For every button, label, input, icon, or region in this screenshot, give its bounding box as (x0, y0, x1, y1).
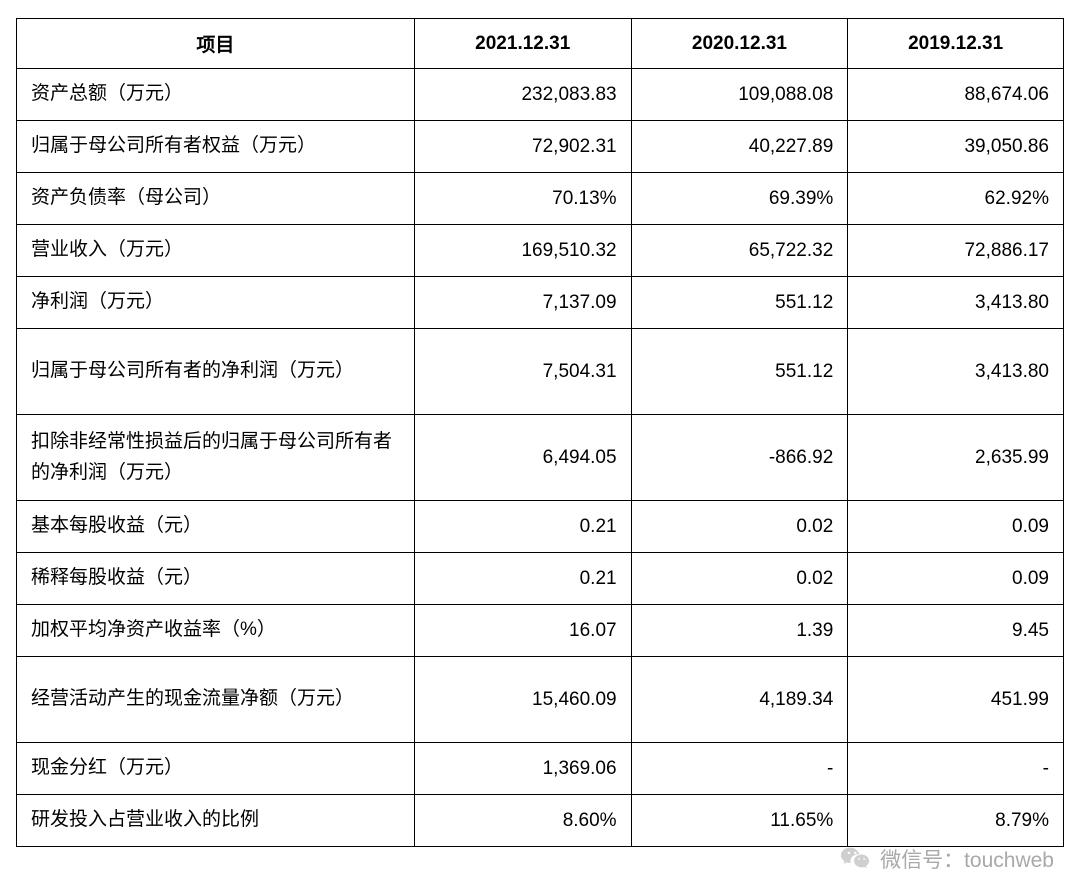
table-row: 加权平均净资产收益率（%）16.071.399.45 (17, 605, 1064, 657)
col-header-2021: 2021.12.31 (414, 19, 631, 69)
row-value: 0.09 (848, 553, 1064, 605)
row-value: 0.09 (848, 501, 1064, 553)
row-value: 232,083.83 (414, 69, 631, 121)
row-value: 0.21 (414, 553, 631, 605)
row-value: 3,413.80 (848, 329, 1064, 415)
col-header-2020: 2020.12.31 (631, 19, 848, 69)
row-value: 551.12 (631, 329, 848, 415)
financial-table: 项目 2021.12.31 2020.12.31 2019.12.31 资产总额… (16, 18, 1064, 847)
row-value: 0.02 (631, 553, 848, 605)
table-header-row: 项目 2021.12.31 2020.12.31 2019.12.31 (17, 19, 1064, 69)
row-value: 88,674.06 (848, 69, 1064, 121)
row-label: 归属于母公司所有者的净利润（万元） (17, 329, 415, 415)
row-value: 15,460.09 (414, 657, 631, 743)
row-value: 6,494.05 (414, 415, 631, 501)
row-value: 11.65% (631, 795, 848, 847)
row-value: - (631, 743, 848, 795)
row-value: 109,088.08 (631, 69, 848, 121)
row-value: 551.12 (631, 277, 848, 329)
row-label: 资产负债率（母公司） (17, 173, 415, 225)
row-value: 62.92% (848, 173, 1064, 225)
table-row: 现金分红（万元）1,369.06-- (17, 743, 1064, 795)
row-value: 3,413.80 (848, 277, 1064, 329)
table-body: 资产总额（万元）232,083.83109,088.0888,674.06归属于… (17, 69, 1064, 847)
row-label: 营业收入（万元） (17, 225, 415, 277)
row-value: -866.92 (631, 415, 848, 501)
row-value: 8.60% (414, 795, 631, 847)
table-row: 资产负债率（母公司）70.13%69.39%62.92% (17, 173, 1064, 225)
row-value: 72,886.17 (848, 225, 1064, 277)
row-value: 2,635.99 (848, 415, 1064, 501)
row-label: 扣除非经常性损益后的归属于母公司所有者的净利润（万元） (17, 415, 415, 501)
table-row: 净利润（万元）7,137.09551.123,413.80 (17, 277, 1064, 329)
col-header-2019: 2019.12.31 (848, 19, 1064, 69)
row-label: 现金分红（万元） (17, 743, 415, 795)
row-label: 经营活动产生的现金流量净额（万元） (17, 657, 415, 743)
col-header-item: 项目 (17, 19, 415, 69)
row-label: 归属于母公司所有者权益（万元） (17, 121, 415, 173)
row-value: 7,137.09 (414, 277, 631, 329)
row-value: 0.02 (631, 501, 848, 553)
row-value: 72,902.31 (414, 121, 631, 173)
row-value: 1.39 (631, 605, 848, 657)
row-label: 净利润（万元） (17, 277, 415, 329)
table-row: 经营活动产生的现金流量净额（万元）15,460.094,189.34451.99 (17, 657, 1064, 743)
wechat-icon (840, 844, 870, 874)
table-row: 营业收入（万元）169,510.3265,722.3272,886.17 (17, 225, 1064, 277)
row-label: 稀释每股收益（元） (17, 553, 415, 605)
table-row: 稀释每股收益（元）0.210.020.09 (17, 553, 1064, 605)
row-value: 65,722.32 (631, 225, 848, 277)
row-value: 0.21 (414, 501, 631, 553)
row-value: 39,050.86 (848, 121, 1064, 173)
row-label: 研发投入占营业收入的比例 (17, 795, 415, 847)
table-row: 资产总额（万元）232,083.83109,088.0888,674.06 (17, 69, 1064, 121)
row-label: 基本每股收益（元） (17, 501, 415, 553)
row-value: 9.45 (848, 605, 1064, 657)
table-row: 归属于母公司所有者的净利润（万元）7,504.31551.123,413.80 (17, 329, 1064, 415)
table-row: 研发投入占营业收入的比例8.60%11.65%8.79% (17, 795, 1064, 847)
row-value: 169,510.32 (414, 225, 631, 277)
row-value: 8.79% (848, 795, 1064, 847)
row-value: 70.13% (414, 173, 631, 225)
row-value: 40,227.89 (631, 121, 848, 173)
row-label: 加权平均净资产收益率（%） (17, 605, 415, 657)
watermark: 微信号：touchweb (840, 844, 1054, 874)
row-value: 4,189.34 (631, 657, 848, 743)
watermark-text: 微信号：touchweb (880, 844, 1054, 874)
row-value: 7,504.31 (414, 329, 631, 415)
row-value: 1,369.06 (414, 743, 631, 795)
row-value: 451.99 (848, 657, 1064, 743)
row-value: 16.07 (414, 605, 631, 657)
table-row: 归属于母公司所有者权益（万元）72,902.3140,227.8939,050.… (17, 121, 1064, 173)
row-value: 69.39% (631, 173, 848, 225)
table-row: 扣除非经常性损益后的归属于母公司所有者的净利润（万元）6,494.05-866.… (17, 415, 1064, 501)
table-row: 基本每股收益（元）0.210.020.09 (17, 501, 1064, 553)
row-value: - (848, 743, 1064, 795)
row-label: 资产总额（万元） (17, 69, 415, 121)
